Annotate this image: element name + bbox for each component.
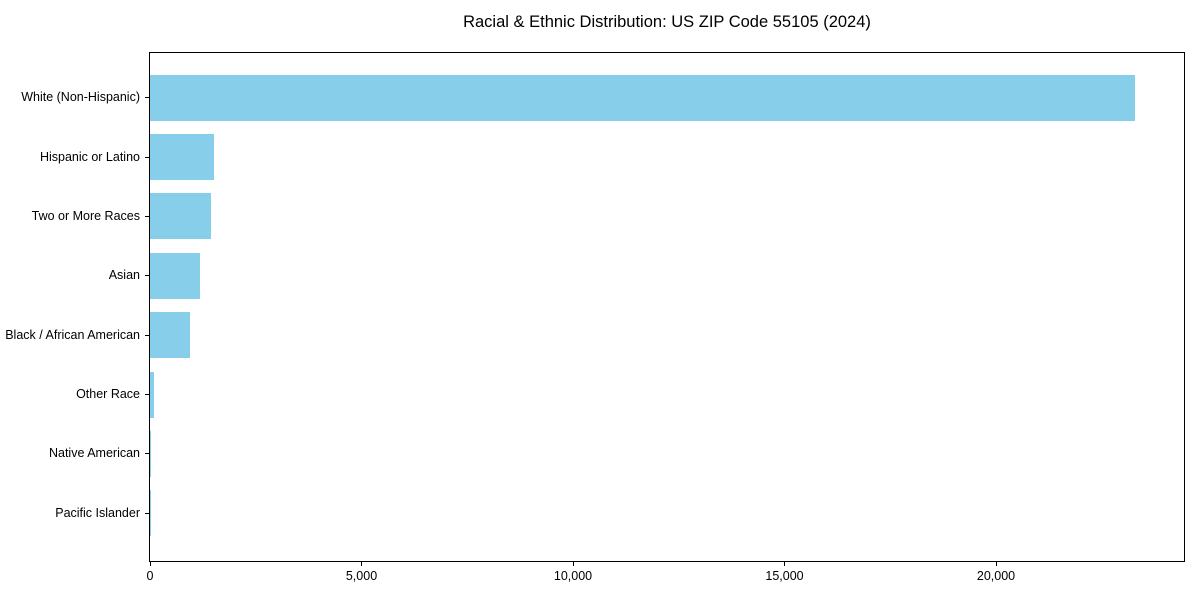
bar — [150, 371, 155, 418]
x-tick-mark — [149, 562, 151, 566]
y-tick-mark — [145, 394, 149, 396]
plot-area — [149, 52, 1185, 562]
x-tick-mark — [572, 562, 574, 566]
x-tick-mark — [361, 562, 362, 566]
y-tick-mark — [145, 334, 149, 336]
x-tick-label: 0 — [146, 569, 154, 583]
x-tick-label: 20,000 — [976, 569, 1016, 583]
chart-title: Racial & Ethnic Distribution: US ZIP Cod… — [463, 13, 871, 31]
y-tick-label: Native American — [48, 446, 140, 461]
y-tick-mark — [145, 512, 149, 514]
y-tick-mark — [145, 275, 149, 277]
bar — [150, 252, 201, 299]
y-tick-mark — [145, 156, 149, 158]
x-tick-label: 10,000 — [553, 569, 593, 583]
x-tick-label: 5,000 — [345, 569, 378, 583]
y-tick-mark — [145, 97, 149, 99]
bar — [150, 430, 152, 477]
x-tick-label: 15,000 — [765, 569, 804, 583]
y-tick-label: Pacific Islander — [55, 505, 140, 520]
x-tick-mark — [995, 562, 997, 566]
y-tick-label: Hispanic or Latino — [39, 149, 140, 164]
y-tick-label: Two or More Races — [31, 208, 140, 223]
y-tick-mark — [145, 215, 149, 217]
y-tick-mark — [145, 453, 149, 455]
bar — [150, 74, 1135, 121]
bar — [150, 193, 212, 240]
y-tick-label: Black / African American — [5, 327, 140, 342]
y-tick-label: White (Non-Hispanic) — [21, 90, 140, 105]
y-tick-label: Other Race — [76, 387, 140, 402]
x-tick-mark — [784, 562, 785, 566]
bar — [150, 134, 214, 181]
bar — [150, 312, 191, 359]
y-tick-label: Asian — [108, 268, 140, 283]
